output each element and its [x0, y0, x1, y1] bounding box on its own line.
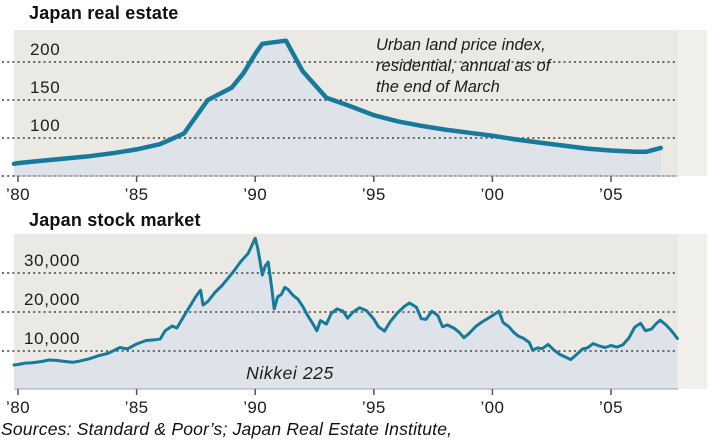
- nikkei-225-label: Nikkei 225: [246, 363, 334, 383]
- x-axis-label: ’80: [6, 398, 30, 417]
- y-axis-label: 10,000: [24, 329, 81, 348]
- x-axis-label: ’95: [361, 185, 386, 204]
- y-axis-label: 30,000: [24, 251, 81, 270]
- real-estate-annotation: Urban land price index, residential, ann…: [376, 36, 551, 96]
- y-axis-label: 200: [30, 40, 61, 59]
- series-line: [12, 236, 679, 367]
- x-axis-label: ’85: [124, 185, 149, 204]
- x-axis-label: ’05: [599, 398, 623, 417]
- chart-japan-real-estate: Japan real estate Urban land price index…: [0, 0, 713, 208]
- stock-market-plot-svg: [2, 234, 707, 395]
- y-axis-label: 150: [30, 78, 61, 97]
- sources-note: Sources: Standard & Poor’s; Japan Real E…: [1, 419, 453, 439]
- x-axis-label: ’00: [480, 185, 505, 204]
- x-axis-label: ’00: [480, 398, 505, 417]
- area-fill: [14, 40, 661, 177]
- chart-title-stock-market: Japan stock market: [29, 210, 201, 230]
- real-estate-plot-svg: [2, 30, 707, 182]
- y-axis-label: 100: [30, 116, 61, 135]
- plot-right-strip: [678, 234, 707, 389]
- x-axis-label: ’90: [243, 398, 268, 417]
- plot-right-strip: [678, 30, 707, 176]
- x-axis-label: ’80: [6, 185, 30, 204]
- series-line: [11, 38, 664, 167]
- x-axis-label: ’90: [243, 185, 268, 204]
- x-axis-label: ’85: [124, 398, 149, 417]
- chart-title-real-estate: Japan real estate: [29, 3, 179, 23]
- chart-japan-stock-market: Japan stock market Nikkei 225 30,000 20,0…: [0, 208, 713, 417]
- y-axis-label: 20,000: [24, 290, 81, 309]
- x-axis-label: ’95: [361, 398, 386, 417]
- x-axis-label: ’05: [599, 185, 623, 204]
